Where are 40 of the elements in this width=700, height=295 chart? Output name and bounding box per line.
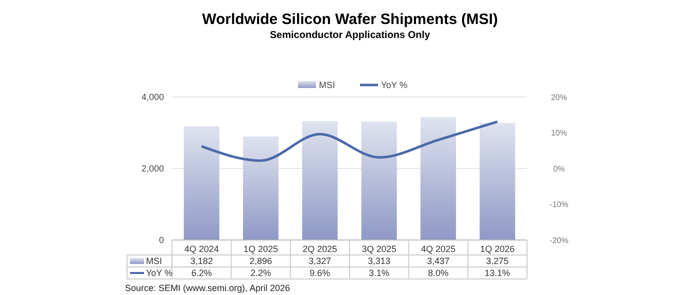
x-tick-label: 4Q 2024: [184, 244, 219, 254]
x-tick-label: 1Q 2026: [480, 244, 515, 254]
bar: [243, 136, 278, 240]
data-label: 3,327: [308, 256, 332, 266]
x-tick-label: 4Q 2025: [420, 244, 456, 254]
text: YoY %: [146, 268, 173, 278]
y2-tick-label: 0%: [553, 164, 565, 174]
chart-subtitle: Semiconductor Applications Only: [270, 30, 431, 41]
data-label: 9.6%: [310, 268, 330, 278]
data-label: 3,275: [486, 256, 509, 266]
text: MSI: [146, 256, 162, 266]
source-note: Source: SEMI (www.semi.org), April 2026: [125, 283, 290, 293]
x-tick-label: 1Q 2025: [243, 244, 278, 254]
data-label: 3.1%: [368, 268, 390, 278]
bar: [420, 117, 456, 240]
legend-label: YoY %: [381, 80, 408, 90]
line-series: [200, 120, 499, 162]
data-label: 8.0%: [428, 268, 449, 278]
bar: [480, 122, 516, 240]
y-tick-label: 4,000: [141, 92, 164, 102]
y2-tick-label: 10%: [550, 128, 568, 138]
y2-tick-label: 20%: [550, 92, 568, 102]
data-label: 3,313: [368, 256, 390, 266]
data-label: 6.2%: [191, 268, 212, 278]
chart-title: Worldwide Silicon Wafer Shipments (MSI): [202, 11, 498, 28]
legend-label: MSI: [319, 80, 336, 90]
y2-tick-label: -10%: [550, 200, 568, 210]
y-tick-label: 2,000: [141, 164, 164, 174]
x-tick-label: 3Q 2025: [362, 244, 396, 254]
bar: [361, 122, 397, 240]
data-label: 13.1%: [484, 268, 510, 278]
data-label: 3,182: [190, 256, 213, 266]
data-label: 2,896: [249, 256, 272, 266]
y2-tick-label: -20%: [550, 236, 568, 245]
bar: [302, 121, 338, 240]
data-label: 3,437: [426, 256, 450, 266]
y-tick-label: 0: [158, 235, 164, 246]
bar: [184, 126, 220, 240]
data-label: 2.2%: [250, 268, 272, 278]
x-tick-label: 2Q 2025: [302, 244, 338, 254]
